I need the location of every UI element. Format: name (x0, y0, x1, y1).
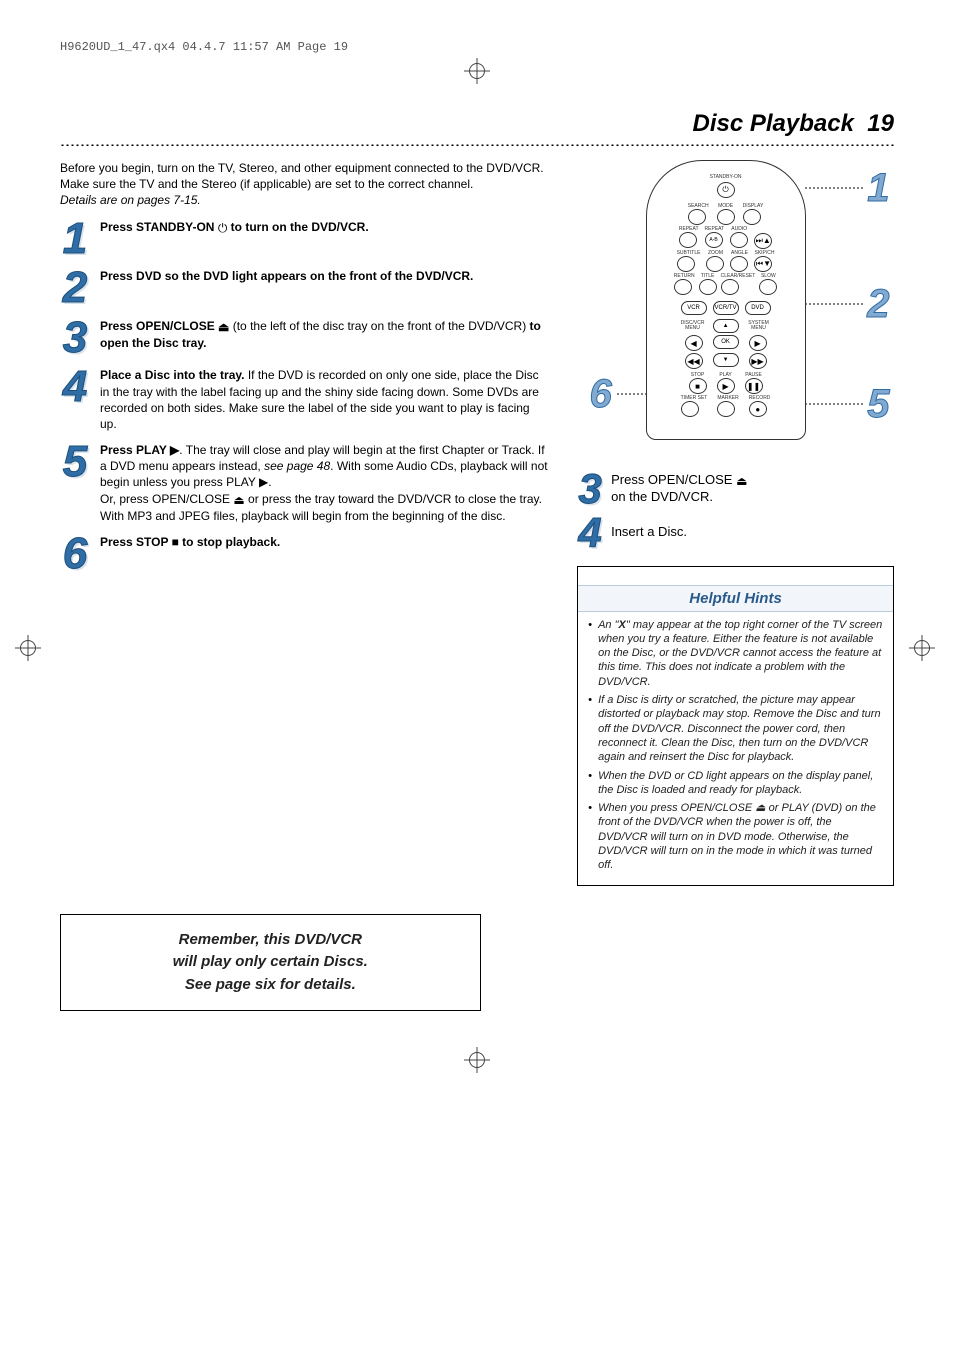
step-number: 3 (60, 318, 90, 358)
remote-diagram: 1 2 5 6 STANDBY-ON ⏻ SEARCH MODE DISPLAY… (586, 160, 886, 450)
step-number: 1 (60, 219, 90, 259)
helpful-hints-box: Helpful Hints An "X" may appear at the t… (577, 566, 894, 886)
step-text: Place a Disc into the tray. If the DVD i… (100, 367, 549, 432)
step-4: 4 Place a Disc into the tray. If the DVD… (60, 367, 549, 432)
step-1: 1 Press STANDBY-ON ⏻ to turn on the DVD/… (60, 219, 549, 259)
step-text: Press DVD so the DVD light appears on th… (100, 268, 549, 284)
step-text: Insert a Disc. (611, 524, 894, 541)
step-6: 6 Press STOP ■ to stop playback. (60, 534, 549, 574)
step-2: 2 Press DVD so the DVD light appears on … (60, 268, 549, 308)
registration-mark-left (20, 640, 40, 660)
right-step-4: 4 Insert a Disc. (577, 514, 894, 552)
intro-text: Before you begin, turn on the TV, Stereo… (60, 160, 549, 209)
step-number: 3 (577, 470, 603, 508)
remember-box: Remember, this DVD/VCRwill play only cer… (60, 914, 481, 1012)
left-column: Before you begin, turn on the TV, Stereo… (60, 160, 549, 1011)
registration-mark-top (60, 62, 894, 82)
hint-item: If a Disc is dirty or scratched, the pic… (588, 693, 883, 764)
step-text: Press OPEN/CLOSE ⏏on the DVD/VCR. (611, 472, 894, 506)
hint-item: When you press OPEN/CLOSE ⏏ or PLAY (DVD… (588, 801, 883, 872)
page-number: 19 (867, 110, 894, 137)
dotted-rule (60, 142, 894, 146)
step-3: 3 Press OPEN/CLOSE ⏏ (to the left of the… (60, 318, 549, 358)
step-number: 4 (577, 514, 603, 552)
step-number: 4 (60, 367, 90, 407)
step-5: 5 Press PLAY ▶. The tray will close and … (60, 442, 549, 524)
step-text: Press PLAY ▶. The tray will close and pl… (100, 442, 549, 524)
step-number: 6 (60, 534, 90, 574)
registration-mark-right (914, 640, 934, 660)
step-text: Press STANDBY-ON ⏻ to turn on the DVD/VC… (100, 219, 549, 236)
right-column: 1 2 5 6 STANDBY-ON ⏻ SEARCH MODE DISPLAY… (577, 160, 894, 886)
right-step-3: 3 Press OPEN/CLOSE ⏏on the DVD/VCR. (577, 470, 894, 508)
step-text: Press OPEN/CLOSE ⏏ (to the left of the d… (100, 318, 549, 351)
file-header: H9620UD_1_47.qx4 04.4.7 11:57 AM Page 19 (60, 40, 894, 54)
step-number: 5 (60, 442, 90, 482)
page-title-row: Disc Playback 19 (60, 110, 894, 138)
hint-item: When the DVD or CD light appears on the … (588, 769, 883, 798)
helpful-hints-title: Helpful Hints (578, 585, 893, 612)
right-steps: 3 Press OPEN/CLOSE ⏏on the DVD/VCR.4 Ins… (577, 470, 894, 552)
step-number: 2 (60, 268, 90, 308)
registration-mark-bottom (60, 1051, 894, 1071)
page-title: Disc Playback (693, 110, 854, 137)
step-text: Press STOP ■ to stop playback. (100, 534, 549, 550)
hint-item: An "X" may appear at the top right corne… (588, 618, 883, 689)
